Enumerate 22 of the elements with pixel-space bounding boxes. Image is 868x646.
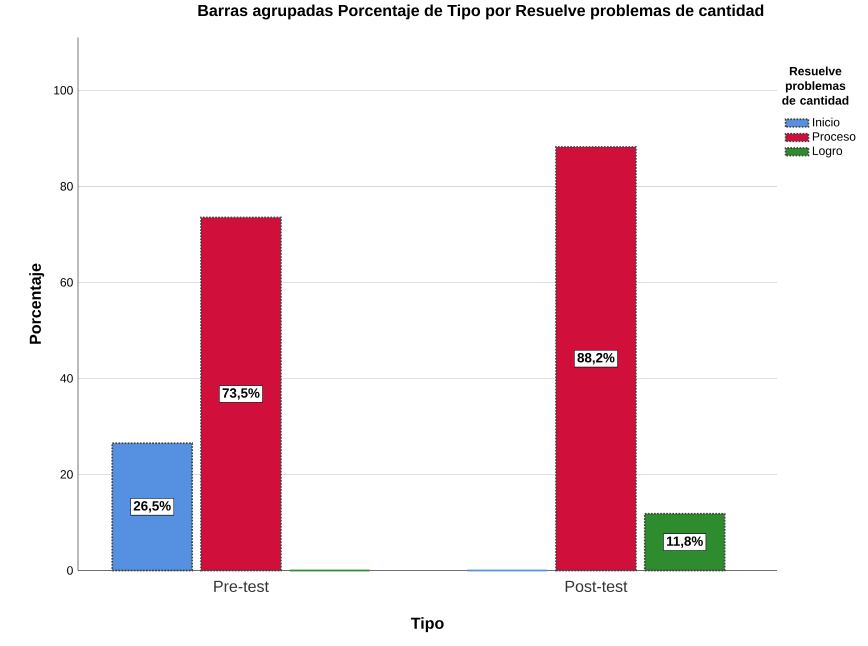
data-label: 26,5% — [134, 500, 171, 512]
legend-label: Proceso — [812, 132, 856, 141]
y-tick-label: 20 — [60, 470, 73, 478]
y-tick-label: 100 — [54, 86, 73, 94]
legend-label: Logro — [812, 146, 842, 158]
bar — [111, 442, 194, 572]
x-tick-label: Pre-test — [214, 580, 269, 592]
legend-title: Resuelve problemas de cantidad — [782, 66, 848, 104]
x-axis-title: Tipo — [410, 616, 444, 632]
data-label: 73,5% — [222, 388, 260, 400]
y-tick-label: 0 — [67, 566, 73, 574]
y-tick-label: 60 — [60, 278, 73, 286]
bar — [555, 146, 637, 572]
y-tick-label: 40 — [60, 374, 73, 382]
y-tick-label: 80 — [60, 182, 73, 190]
data-label: 88,2% — [577, 352, 614, 364]
legend-label: Inicio — [813, 117, 840, 126]
bar — [200, 216, 282, 572]
data-label: 11,8% — [667, 536, 703, 548]
x-tick-label: Post-test — [566, 580, 628, 592]
y-axis-title: Porcentaje — [29, 263, 44, 344]
chart-title: Barras agrupadas Porcentaje de Tipo por Resuelve problemas de cantidad — [198, 4, 764, 20]
